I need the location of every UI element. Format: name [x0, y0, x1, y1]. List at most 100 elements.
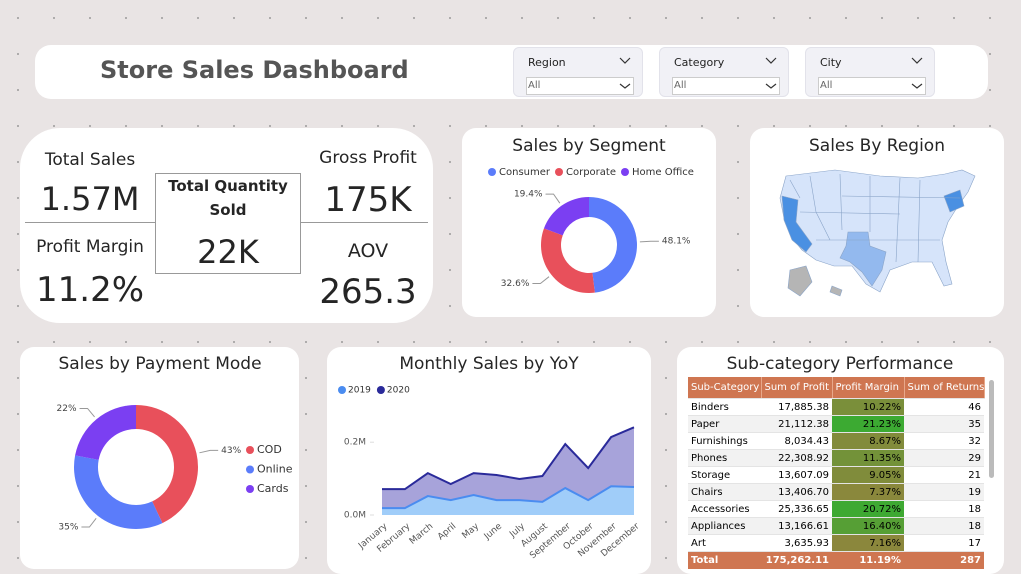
kpi-box	[155, 173, 301, 274]
data-label: 32.6%	[501, 279, 530, 289]
slice	[136, 405, 198, 524]
legend-label: Online	[257, 463, 293, 476]
slice	[73, 455, 163, 529]
legend-label: COD	[257, 443, 282, 456]
row: Binders 17,885.38 10.22% 46	[688, 398, 984, 416]
row: Appliances 13,166.61 16.40% 18	[688, 517, 984, 535]
filter-label: Category	[674, 56, 725, 69]
filter-value: All	[674, 80, 687, 91]
total-row: Total 175,262.11 11.19% 287	[688, 551, 984, 569]
kpi-label: Total Quantity Sold	[168, 177, 288, 219]
legend-marker	[621, 168, 629, 176]
cell: 20.72%	[832, 500, 904, 518]
row: Phones 22,308.92 11.35% 29	[688, 449, 984, 467]
total-cell: 11.19%	[832, 551, 904, 569]
cell: Binders	[688, 398, 761, 416]
row: Accessories 25,336.65 20.72% 18	[688, 500, 984, 518]
legend-marker	[246, 446, 254, 454]
kpi-value: 175K	[324, 180, 412, 220]
cell: 8,034.43	[761, 432, 832, 450]
filter-dropdown	[526, 77, 634, 95]
kpi-label: Profit Margin	[36, 237, 144, 257]
chart-title: Sales By Region	[809, 136, 945, 156]
x-tick-label: June	[482, 521, 505, 542]
cell: Paper	[688, 415, 761, 433]
scrollbar	[989, 380, 994, 478]
column-header: Sum of Profit	[761, 377, 833, 399]
legend-label: Cards	[257, 482, 289, 495]
payment-panel	[20, 347, 299, 569]
x-tick-label: May	[460, 521, 481, 541]
x-tick-label: April	[436, 522, 458, 543]
legend-marker	[488, 168, 496, 176]
texas	[839, 231, 887, 287]
leader-line	[199, 449, 219, 454]
legend-label: Corporate	[566, 167, 616, 178]
cell: 17	[904, 534, 984, 552]
cell: 9.05%	[832, 466, 904, 484]
data-label: 48.1%	[662, 237, 691, 247]
cell: 7.37%	[832, 483, 904, 501]
cell: Phones	[688, 449, 761, 467]
leader-line	[79, 407, 95, 418]
kpi-value: 22K	[197, 233, 259, 271]
cell: 3,635.93	[761, 534, 832, 552]
kpi-label: Gross Profit	[319, 148, 417, 168]
data-label: 43%	[221, 446, 241, 456]
line	[382, 485, 635, 510]
cell: 22,308.92	[761, 449, 832, 467]
chart-title: Sales by Segment	[512, 136, 666, 156]
filter-label: Region	[528, 56, 566, 69]
dashboard-title: Store Sales Dashboard	[100, 56, 409, 84]
legend-label: 2020	[387, 386, 410, 396]
data-label: 22%	[57, 404, 77, 414]
column-header: Sub-Category	[688, 377, 762, 399]
subcategory-table: Sub-Category Sum of Profit Profit Margin Su…	[688, 377, 985, 569]
filter-dropdown	[672, 77, 780, 95]
us-map	[779, 169, 976, 297]
kpi-label: AOV	[347, 240, 389, 262]
hawaii	[829, 285, 843, 297]
cell: 16.40%	[832, 517, 904, 535]
row: Chairs 13,406.70 7.37% 19	[688, 483, 984, 501]
filter: City All	[805, 47, 935, 97]
total-cell: 175,262.11	[761, 551, 832, 569]
cell: 18	[904, 517, 984, 535]
header-row: Sub-Category Sum of Profit Profit Margin Su…	[688, 377, 985, 399]
filter-value: All	[528, 80, 541, 91]
cell: Appliances	[688, 517, 761, 535]
cell: 7.16%	[832, 534, 904, 552]
column-header: Sum of Returns	[904, 377, 985, 399]
table-title: Sub-category Performance	[727, 354, 954, 374]
chart-title: Monthly Sales by YoY	[399, 354, 579, 374]
leader-line	[639, 240, 659, 243]
data-label: 35%	[58, 523, 78, 533]
legend-marker	[555, 168, 563, 176]
row: Paper 21,112.38 21.23% 35	[688, 415, 984, 433]
cell: Storage	[688, 466, 761, 484]
legend-marker	[246, 465, 254, 474]
line	[382, 426, 635, 491]
cell: 10.22%	[832, 398, 904, 416]
table-body: Binders 17,885.38 10.22% 46 Paper 21,112.38 21…	[688, 398, 984, 569]
filter: Category All	[659, 47, 789, 97]
slice	[541, 228, 595, 293]
kpi-value: 265.3	[319, 272, 417, 312]
total-cell: 287	[904, 551, 984, 569]
data-label: 19.4%	[514, 190, 543, 200]
chevrons	[911, 57, 923, 89]
cell: 21	[904, 466, 984, 484]
leader-line	[532, 276, 550, 285]
filter-dropdown	[818, 77, 926, 95]
cell: 18	[904, 500, 984, 518]
total-cell: Total	[688, 551, 761, 569]
legend-marker	[246, 485, 254, 493]
chevrons	[619, 57, 631, 89]
cell: 29	[904, 449, 984, 467]
leader-line	[545, 193, 561, 204]
filter-value: All	[820, 80, 833, 91]
slice	[589, 197, 637, 293]
cell: 13,166.61	[761, 517, 832, 535]
kpi-value: 1.57M	[40, 180, 140, 218]
